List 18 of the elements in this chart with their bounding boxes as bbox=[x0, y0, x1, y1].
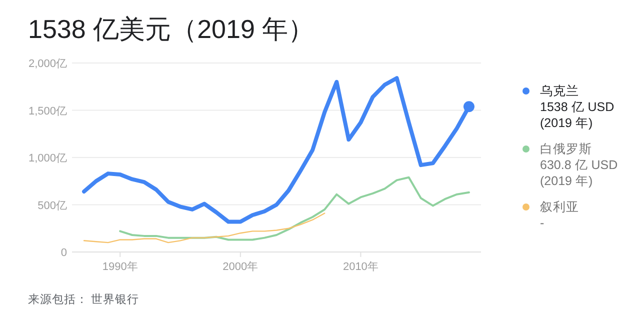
text: (2019 年) bbox=[540, 174, 593, 188]
text: 630.8 亿 USD bbox=[540, 158, 618, 172]
y-tick-label: 500亿 bbox=[38, 200, 67, 212]
y-tick-label: 1,500亿 bbox=[28, 105, 67, 118]
x-tick-label: 2000年 bbox=[222, 261, 258, 273]
chart-title: 1538 亿美元（2019 年） bbox=[28, 14, 314, 44]
y-tick-label: 0 bbox=[60, 247, 67, 259]
y-tick-label: 2,000亿 bbox=[28, 58, 67, 70]
x-tick-label: 1990年 bbox=[102, 261, 138, 273]
text: - bbox=[540, 216, 544, 230]
x-tick-label: 2010年 bbox=[342, 261, 378, 273]
source: 来源包括： 世界银行 bbox=[28, 294, 140, 306]
legend-label: 白俄罗斯 bbox=[540, 142, 592, 156]
text: (2019 年) bbox=[540, 116, 593, 130]
text: 1538 亿 USD bbox=[540, 100, 614, 114]
y-tick-label: 1,000亿 bbox=[28, 152, 67, 164]
legend-label: 乌克兰 bbox=[540, 84, 579, 98]
legend-label: 叙利亚 bbox=[540, 200, 579, 214]
